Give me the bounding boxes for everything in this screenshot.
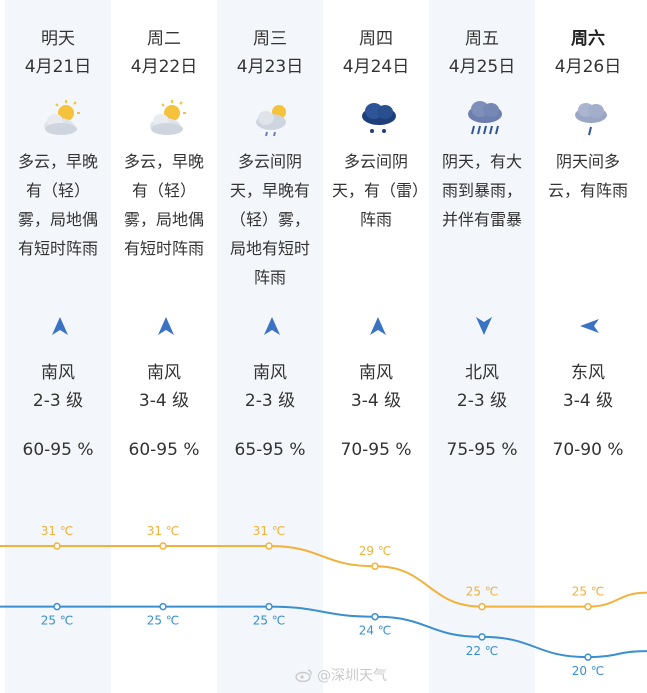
humidity: 65-95 % xyxy=(234,440,306,460)
weather-description: 阴天，有大雨到暴雨，并伴有雷暴 xyxy=(441,152,522,229)
high-temp-point xyxy=(159,542,167,550)
low-temp-point xyxy=(53,602,61,611)
shower-cloud-icon xyxy=(575,103,607,136)
high-temp-label: 31 ℃ xyxy=(253,524,286,538)
day-label: 明天 xyxy=(41,29,75,49)
wind-up-arrow-icon xyxy=(158,317,174,335)
low-temp-label: 20 ℃ xyxy=(572,664,605,678)
humidity: 70-95 % xyxy=(340,440,412,460)
date-label: 4月23日 xyxy=(236,57,304,77)
date-label: 4月26日 xyxy=(554,57,622,77)
wind-direction: 南风 xyxy=(253,363,287,383)
wind-up-arrow-icon xyxy=(370,317,386,335)
date-label: 4月21日 xyxy=(24,57,92,77)
high-temp-line xyxy=(0,544,647,608)
wind-direction: 东风 xyxy=(571,363,605,383)
weather-description: 多云，早晚有（轻）雾，局地偶有短时阵雨 xyxy=(123,152,204,258)
heavy-rain-cloud-icon xyxy=(468,101,502,135)
low-temp-point xyxy=(371,612,379,621)
wind-level: 2-3 级 xyxy=(244,391,296,411)
wind-level: 2-3 级 xyxy=(456,391,508,411)
weather-description: 多云间阴天，早晚有（轻）雾，局地有短时阵雨 xyxy=(229,152,310,287)
low-temp-label: 22 ℃ xyxy=(466,644,499,658)
partly-cloudy-sun-icon xyxy=(44,100,80,135)
date-label: 4月22日 xyxy=(130,57,198,77)
wind-down-arrow-icon xyxy=(476,317,492,335)
day-column-4: 周四 4月24日 多云间阴天，有（雷）阵雨 南风 3-4 级 70-95 % xyxy=(323,0,429,693)
day-label: 周三 xyxy=(253,29,287,49)
wind-level: 3-4 级 xyxy=(350,391,402,411)
wind-level: 3-4 级 xyxy=(138,391,190,411)
day-column-5: 周五 4月25日 阴天，有大雨到暴雨，并伴有雷暴 北风 2-3 级 75-95 … xyxy=(429,0,535,693)
high-temp-label: 29 ℃ xyxy=(359,544,392,558)
wind-direction: 南风 xyxy=(147,363,181,383)
day-label: 周五 xyxy=(465,29,499,49)
low-temp-point xyxy=(265,602,273,611)
high-temp-point xyxy=(265,542,273,550)
low-temp-point xyxy=(159,602,167,611)
humidity: 70-90 % xyxy=(552,440,624,460)
watermark: @深圳天气 xyxy=(295,665,387,685)
sun-cloud-shower-icon xyxy=(256,105,286,137)
partly-cloudy-sun-icon xyxy=(150,100,186,135)
low-temp-label: 25 ℃ xyxy=(41,614,74,628)
low-temp-line xyxy=(0,605,647,659)
wind-direction: 南风 xyxy=(359,363,393,383)
low-temp-point xyxy=(478,633,486,641)
low-temp-point xyxy=(584,653,592,661)
date-label: 4月24日 xyxy=(342,57,410,77)
day-column-3: 周三 4月23日 多云间阴天，早晚有（轻）雾，局地有短时阵雨 南风 2-3 级 … xyxy=(217,0,323,693)
thunder-shower-cloud-icon xyxy=(362,103,396,133)
weather-description: 多云间阴天，有（雷）阵雨 xyxy=(331,152,420,229)
weather-description: 多云，早晚有（轻）雾，局地偶有短时阵雨 xyxy=(17,152,98,258)
high-temp-point xyxy=(478,602,486,611)
high-temp-label: 31 ℃ xyxy=(147,524,180,538)
wind-up-arrow-icon xyxy=(52,317,68,335)
high-temp-point xyxy=(584,602,592,611)
wind-level: 2-3 级 xyxy=(32,391,84,411)
day-label: 周四 xyxy=(359,29,393,49)
high-temp-point xyxy=(371,562,379,570)
wind-level: 3-4 级 xyxy=(562,391,614,411)
low-temp-label: 25 ℃ xyxy=(147,614,180,628)
weibo-logo-icon xyxy=(295,669,312,682)
wind-up-arrow-icon xyxy=(264,317,280,335)
humidity: 60-95 % xyxy=(128,440,200,460)
day-column-2: 周二 4月22日 多云，早晚有（轻）雾，局地偶有短时阵雨 南风 3-4 级 60… xyxy=(111,0,217,693)
high-temp-point xyxy=(53,542,61,550)
high-temp-label: 31 ℃ xyxy=(41,524,74,538)
weather-description: 阴天间多云，有阵雨 xyxy=(547,152,628,200)
date-label: 4月25日 xyxy=(448,57,516,77)
low-temp-label: 24 ℃ xyxy=(359,624,392,638)
wind-direction: 北风 xyxy=(465,363,499,383)
humidity: 60-95 % xyxy=(22,440,94,460)
high-temp-label: 25 ℃ xyxy=(572,585,605,599)
high-temp-label: 25 ℃ xyxy=(466,585,499,599)
day-label: 周六 xyxy=(571,29,605,49)
humidity: 75-95 % xyxy=(446,440,518,460)
wind-left-arrow-icon xyxy=(580,319,599,333)
wind-direction: 南风 xyxy=(41,363,75,383)
low-temp-label: 25 ℃ xyxy=(253,614,286,628)
day-column-6: 周六 4月26日 阴天间多云，有阵雨 东风 3-4 级 70-90 % xyxy=(535,0,641,693)
day-label: 周二 xyxy=(147,29,181,49)
watermark-text: @深圳天气 xyxy=(317,668,387,684)
day-column-1: 明天 4月21日 多云，早晚有（轻）雾，局地偶有短时阵雨 南风 2-3 级 60… xyxy=(5,0,111,693)
